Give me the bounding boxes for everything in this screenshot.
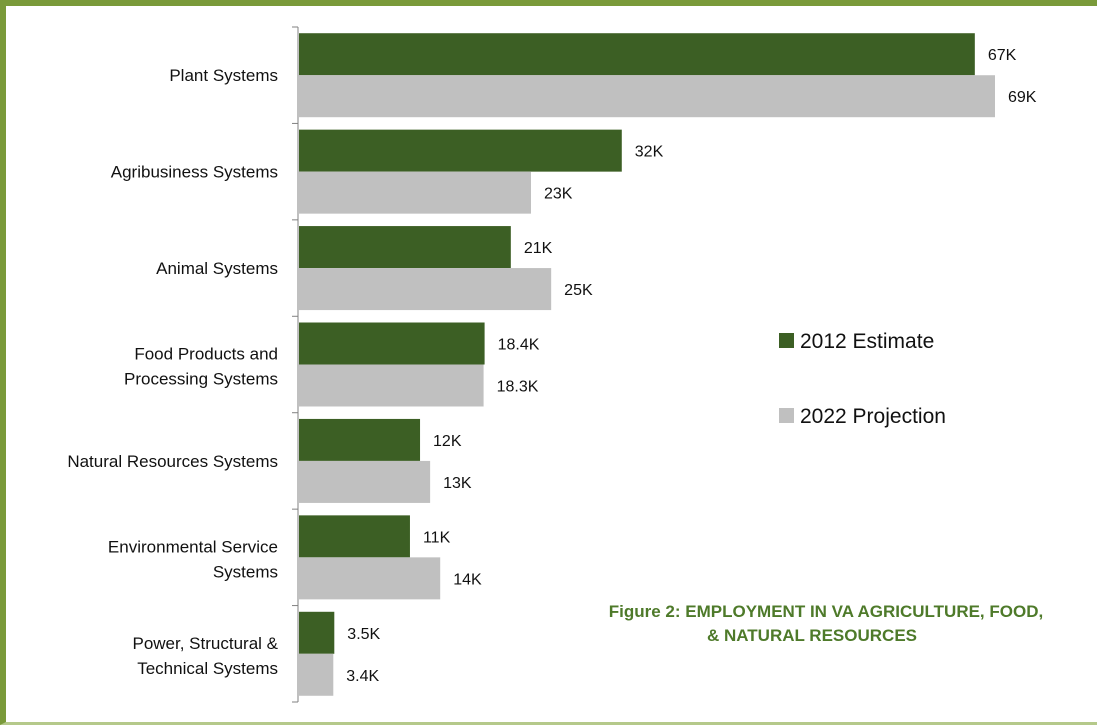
bar-2022-projection-animal-systems xyxy=(299,268,552,311)
bar-2022-projection-food-products-and-processing-systems xyxy=(299,364,484,407)
legend-label-2012-estimate: 2012 Estimate xyxy=(800,330,934,353)
category-label-animal-systems: Animal Systems xyxy=(156,259,278,278)
category-label-line: Agribusiness Systems xyxy=(111,163,278,182)
bar-2022-projection-agribusiness-systems xyxy=(299,171,531,214)
bar-2022-projection-power-structural-technical-systems xyxy=(299,653,334,696)
value-label-2022-projection-agribusiness-systems: 23K xyxy=(544,186,573,203)
value-label-2012-estimate-agribusiness-systems: 32K xyxy=(635,144,664,161)
category-label-agribusiness-systems: Agribusiness Systems xyxy=(111,163,278,182)
bar-2012-estimate-agribusiness-systems xyxy=(299,129,622,172)
category-label-natural-resources-systems: Natural Resources Systems xyxy=(67,452,278,471)
category-label-line: Environmental Service xyxy=(108,537,278,556)
bar-2022-projection-natural-resources-systems xyxy=(299,460,431,503)
category-label-line: Processing Systems xyxy=(124,370,278,389)
value-label-2022-projection-animal-systems: 25K xyxy=(564,282,593,299)
bar-2022-projection-plant-systems xyxy=(299,75,995,118)
value-label-2022-projection-plant-systems: 69K xyxy=(1008,89,1037,106)
value-label-2022-projection-environmental-service-systems: 14K xyxy=(453,571,482,588)
bar-2012-estimate-power-structural-technical-systems xyxy=(299,611,335,654)
bar-2012-estimate-natural-resources-systems xyxy=(299,418,421,461)
legend-swatch-2022-projection xyxy=(779,408,794,423)
value-label-2012-estimate-food-products-and-processing-systems: 18.4K xyxy=(498,337,540,354)
category-label-line: Animal Systems xyxy=(156,259,278,278)
chart-title: Figure 2: EMPLOYMENT IN VA AGRICULTURE, … xyxy=(609,602,1043,645)
value-label-2022-projection-power-structural-technical-systems: 3.4K xyxy=(346,668,379,685)
legend: 2012 Estimate 2022 Projection xyxy=(779,330,946,428)
value-label-2012-estimate-environmental-service-systems: 11K xyxy=(423,529,451,546)
bar-2012-estimate-plant-systems xyxy=(299,33,975,76)
category-label-environmental-service-systems: Environmental Service Systems xyxy=(108,537,278,581)
value-label-2022-projection-natural-resources-systems: 13K xyxy=(443,475,472,492)
category-label-line: Natural Resources Systems xyxy=(67,452,278,471)
legend-label-2022-projection: 2022 Projection xyxy=(800,405,946,428)
axis-layer xyxy=(292,26,299,703)
bar-2012-estimate-animal-systems xyxy=(299,226,511,269)
category-label-line: Plant Systems xyxy=(169,66,278,85)
value-label-2012-estimate-natural-resources-systems: 12K xyxy=(433,433,462,450)
bar-2012-estimate-environmental-service-systems xyxy=(299,515,410,558)
chart-title-line-1: Figure 2: EMPLOYMENT IN VA AGRICULTURE, … xyxy=(609,602,1043,621)
category-label-plant-systems: Plant Systems xyxy=(169,66,278,85)
value-label-2012-estimate-animal-systems: 21K xyxy=(524,240,553,257)
legend-swatch-2012-estimate xyxy=(779,333,794,348)
category-label-line: Power, Structural & xyxy=(132,634,278,653)
category-label-food-products-and-processing-systems: Food Products and Processing Systems xyxy=(124,345,278,389)
bar-2012-estimate-food-products-and-processing-systems xyxy=(299,322,485,365)
value-label-2022-projection-food-products-and-processing-systems: 18.3K xyxy=(497,379,539,396)
bar-2022-projection-environmental-service-systems xyxy=(299,557,441,600)
value-label-2012-estimate-plant-systems: 67K xyxy=(988,47,1017,64)
category-label-line: Technical Systems xyxy=(137,659,278,678)
bars-layer xyxy=(299,33,995,696)
category-label-power-structural-technical-systems: Power, Structural & Technical Systems xyxy=(132,634,278,678)
category-label-line: Systems xyxy=(213,562,278,581)
value-label-2012-estimate-power-structural-technical-systems: 3.5K xyxy=(347,626,380,643)
labels-layer: Plant Systems 67K 69K Agribusiness Systems 3… xyxy=(67,47,1036,685)
category-label-line: Food Products and xyxy=(134,345,278,364)
chart-title-line-2: & NATURAL RESOURCES xyxy=(707,626,917,645)
